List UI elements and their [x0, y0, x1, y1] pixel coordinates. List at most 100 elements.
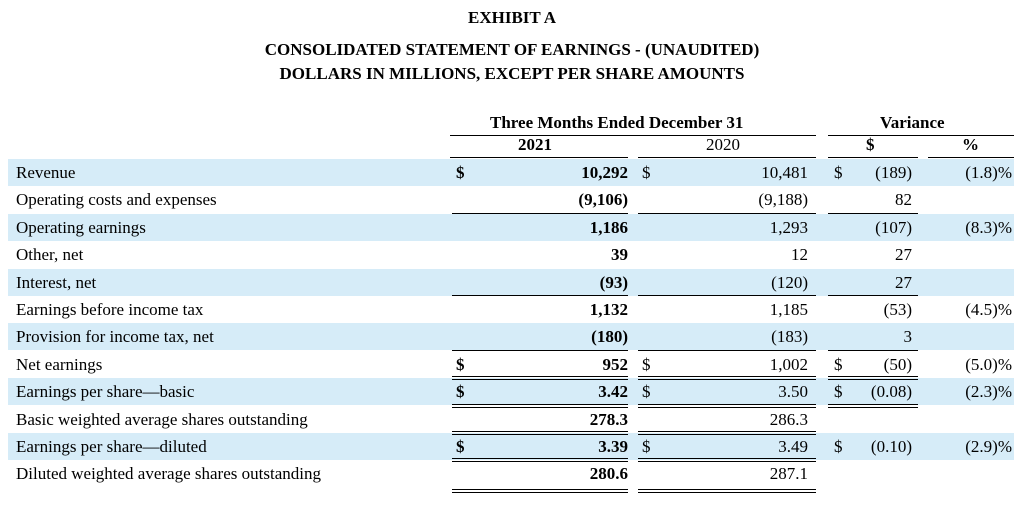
subtotal-underline — [638, 349, 816, 351]
year-prior-underline — [638, 157, 816, 158]
variance-value: 3 — [903, 327, 913, 347]
current-value: 39 — [611, 245, 628, 265]
variance-currency: $ — [834, 163, 843, 182]
table-row: Earnings per share—basic $3.42 $3.50 $ (0.08… — [8, 378, 1014, 406]
prior-value: 287.1 — [769, 464, 808, 484]
period-header: Three Months Ended December 31 — [490, 113, 744, 132]
row-label: Provision for income tax, net — [16, 327, 214, 347]
statement-subtitle: DOLLARS IN MILLIONS, EXCEPT PER SHARE AM… — [279, 64, 745, 83]
variance-header-underline — [828, 135, 1014, 136]
table-row: Diluted weighted average shares outstand… — [8, 460, 1014, 487]
current-value: 10,292 — [581, 163, 628, 182]
variance-percent-underline — [928, 157, 1014, 158]
prior-value: 3.50 — [778, 382, 808, 402]
subtotal-underline — [452, 295, 628, 296]
prior-currency: $ — [642, 437, 651, 456]
row-label: Earnings per share—diluted — [16, 437, 207, 456]
current-value: 3.39 — [598, 437, 628, 456]
subtotal-underline — [638, 212, 816, 214]
row-label: Operating costs and expenses — [16, 190, 217, 210]
prior-value: 12 — [791, 245, 808, 265]
prior-value: (120) — [771, 272, 808, 292]
current-value: 278.3 — [589, 409, 628, 429]
total-double-underline — [638, 458, 816, 463]
variance-value: (0.10) — [870, 437, 912, 456]
prior-currency: $ — [642, 354, 651, 374]
prior-value: 1,293 — [769, 217, 808, 237]
table-row: Interest, net (93) (120) 27 — [8, 268, 1014, 296]
variance-percent: (5.0)% — [965, 354, 1012, 374]
table-row: Basic weighted average shares outstandin… — [8, 406, 1014, 433]
prior-value: 3.49 — [778, 437, 808, 456]
period-header-underline — [450, 135, 816, 136]
row-label: Basic weighted average shares outstandin… — [16, 409, 308, 429]
subtotal-underline — [452, 212, 628, 214]
current-value: 952 — [602, 354, 629, 374]
variance-value: 27 — [895, 245, 912, 265]
total-double-underline — [452, 488, 628, 493]
variance-percent: (2.3)% — [965, 382, 1012, 402]
statement-title: CONSOLIDATED STATEMENT OF EARNINGS - (UN… — [264, 40, 760, 59]
exhibit-label: EXHIBIT A — [467, 8, 557, 27]
variance-value: (50) — [883, 354, 912, 374]
table-row: Net earnings $952 $1,002 $ (50) (5.0)% — [8, 351, 1014, 378]
total-double-underline — [638, 431, 816, 435]
row-label: Other, net — [16, 245, 84, 265]
prior-value: 10,481 — [761, 163, 808, 182]
variance-currency: $ — [834, 354, 843, 374]
prior-value: (183) — [771, 327, 808, 347]
current-currency: $ — [456, 437, 465, 456]
variance-value: (189) — [875, 163, 912, 182]
variance-percent: (8.3)% — [965, 217, 1012, 237]
row-label: Revenue — [16, 163, 76, 182]
row-label: Diluted weighted average shares outstand… — [16, 464, 321, 484]
variance-currency: $ — [834, 382, 843, 402]
variance-header: Variance — [880, 113, 945, 132]
current-value: (93) — [599, 272, 628, 292]
variance-value: 82 — [895, 190, 912, 210]
current-value: 280.6 — [589, 464, 628, 484]
subtotal-underline — [828, 212, 918, 214]
variance-value: (53) — [883, 300, 912, 319]
variance-value: 27 — [895, 272, 912, 292]
total-double-underline — [452, 431, 628, 435]
total-double-underline — [638, 488, 816, 493]
current-value: (9,106) — [578, 190, 628, 210]
year-current-header: 2021 — [518, 135, 552, 154]
current-value: 3.42 — [598, 382, 628, 402]
current-currency: $ — [456, 163, 465, 182]
table-row: Operating earnings 1,186 1,293 (107) (8.3)% — [8, 213, 1014, 241]
row-label: Interest, net — [16, 272, 97, 292]
variance-currency: $ — [834, 437, 843, 456]
year-current-underline — [450, 157, 628, 158]
prior-value: 1,002 — [769, 354, 808, 374]
row-label: Operating earnings — [16, 217, 146, 237]
subtotal-underline — [828, 295, 918, 296]
variance-percent: (2.9)% — [965, 437, 1012, 456]
prior-currency: $ — [642, 163, 651, 182]
table-row: Revenue $10,292 $10,481 $ (189) (1.8)% — [8, 159, 1014, 186]
total-double-underline — [638, 403, 816, 408]
total-double-underline — [452, 458, 628, 463]
current-value: (180) — [591, 327, 628, 347]
row-label: Earnings before income tax — [16, 300, 204, 319]
total-double-underline — [828, 403, 918, 408]
prior-value: 1,185 — [769, 300, 808, 319]
table-row: Operating costs and expenses (9,106) (9,18… — [8, 186, 1014, 213]
current-value: 1,186 — [589, 217, 628, 237]
current-value: 1,132 — [589, 300, 628, 319]
total-double-underline — [452, 376, 628, 381]
table-row: Earnings per share—diluted $3.39 $3.49 $ (0.… — [8, 433, 1014, 460]
prior-currency: $ — [642, 382, 651, 402]
current-currency: $ — [456, 382, 465, 402]
year-prior-header: 2020 — [706, 135, 740, 154]
variance-percent: (4.5)% — [965, 300, 1012, 319]
total-double-underline — [638, 376, 816, 381]
table-row: Earnings before income tax 1,132 1,185 (53)… — [8, 296, 1014, 323]
total-double-underline — [452, 403, 628, 408]
row-label: Net earnings — [16, 354, 103, 374]
prior-value: 286.3 — [769, 409, 808, 429]
total-double-underline — [828, 376, 918, 381]
subtotal-underline — [452, 349, 628, 351]
table-row: Provision for income tax, net (180) (183) 3 — [8, 323, 1014, 351]
